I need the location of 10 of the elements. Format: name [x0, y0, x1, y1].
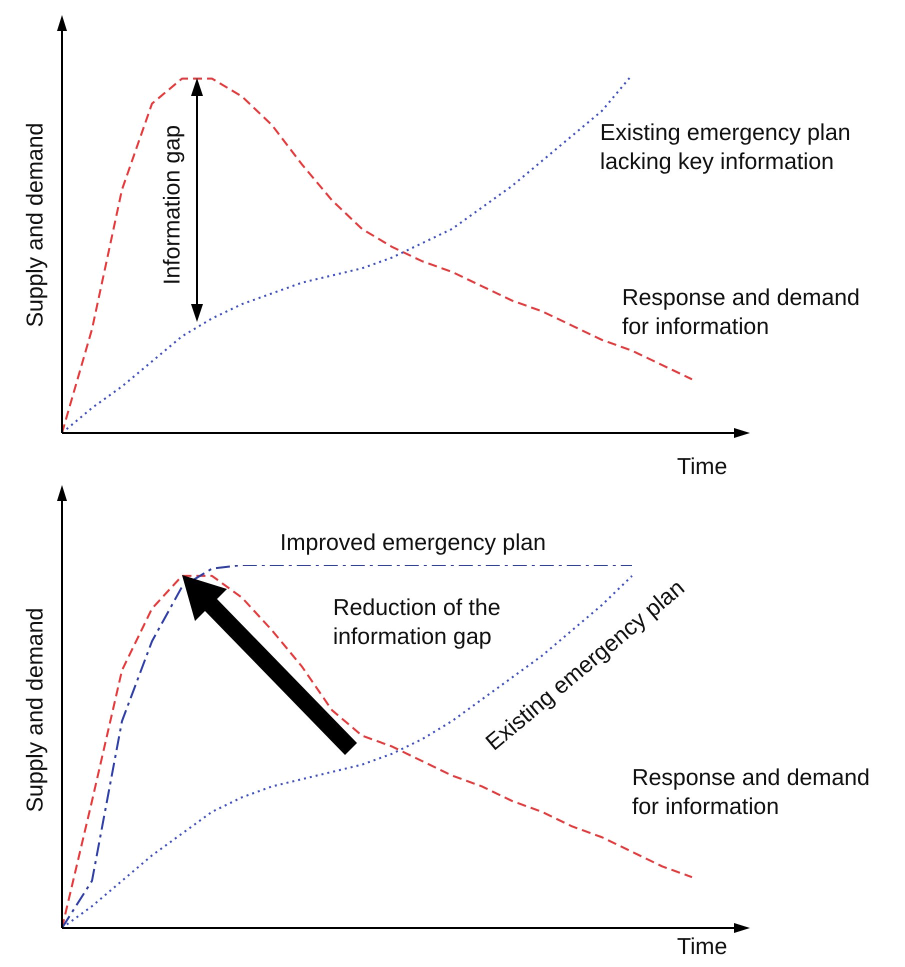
series-label: Response and demand for information [622, 283, 861, 340]
x-axis-title: Time [677, 452, 728, 481]
annotation: Reduction of the information gap [333, 593, 502, 650]
annotation: Information gap [158, 125, 186, 285]
y-axis-title: Supply and demand [20, 608, 49, 812]
x-axis-title: Time [677, 932, 728, 961]
series-label: Existing emergency plan lacking key information [600, 118, 852, 176]
y-axis-title: Supply and demand [20, 122, 49, 328]
series-label: Response and demand for information [632, 763, 871, 820]
series-label: Improved emergency plan [280, 528, 547, 557]
